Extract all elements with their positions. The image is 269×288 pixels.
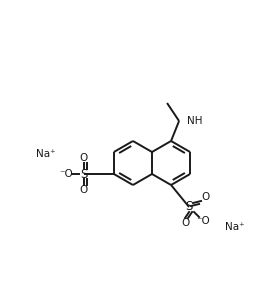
- Text: Na⁺: Na⁺: [225, 222, 245, 232]
- Text: ⁻O: ⁻O: [59, 169, 73, 179]
- Text: S: S: [80, 168, 88, 181]
- Text: Na⁺: Na⁺: [36, 149, 56, 159]
- Text: ⁻O: ⁻O: [196, 216, 210, 226]
- Text: NH: NH: [187, 116, 203, 126]
- Text: O: O: [181, 218, 189, 228]
- Text: O: O: [80, 185, 88, 195]
- Text: O: O: [201, 192, 209, 202]
- Text: O: O: [80, 153, 88, 163]
- Text: S: S: [185, 200, 193, 213]
